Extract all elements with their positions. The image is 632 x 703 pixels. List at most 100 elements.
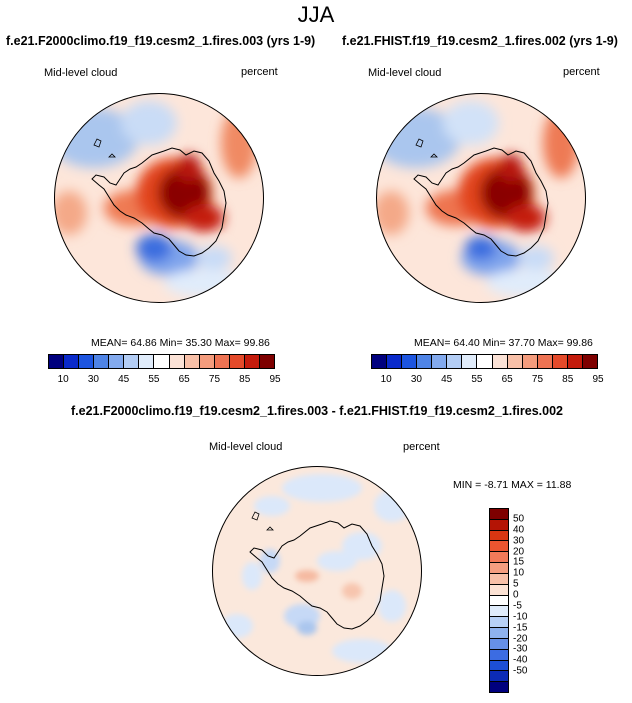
- colorbar-swatch: [567, 355, 583, 368]
- colorbar-swatch: [490, 595, 508, 607]
- colorbar-tick-label: 45: [118, 374, 130, 385]
- panel-1-title: f.e21.F2000climo.f19_f19.cesm2_1.fires.0…: [6, 34, 316, 48]
- colorbar-swatch: [214, 355, 230, 368]
- diff-title: f.e21.F2000climo.f19_f19.cesm2_1.fires.0…: [71, 404, 563, 418]
- colorbar-tick-label: 15: [513, 556, 525, 568]
- panel-1-left-label: Mid-level cloud: [44, 67, 118, 79]
- colorbar-swatch: [507, 355, 523, 368]
- diff-polar-map: [212, 466, 422, 676]
- field-contours: [221, 474, 410, 663]
- colorbar-tick-label: 5: [513, 578, 519, 590]
- colorbar-tick-label: 10: [380, 374, 392, 385]
- colorbar-swatch: [402, 355, 418, 368]
- colorbar-tick-label: -15: [513, 622, 528, 634]
- colorbar-swatch: [477, 355, 493, 368]
- panel-2-units-label: percent: [563, 66, 600, 78]
- colorbar-tick-label: 85: [562, 374, 574, 385]
- colorbar-swatch: [490, 584, 508, 596]
- colorbar-tick-label: -10: [513, 611, 528, 623]
- colorbar-swatch: [229, 355, 245, 368]
- colorbar-swatch: [64, 355, 80, 368]
- colorbar-tick-label: 10: [57, 374, 69, 385]
- antarctica-coastline: [413, 147, 549, 257]
- colorbar-tick-label: 55: [471, 374, 483, 385]
- map-border: [212, 466, 422, 676]
- colorbar-swatch: [490, 563, 508, 574]
- colorbar-swatch: [490, 530, 508, 542]
- colorbar-swatch: [537, 355, 553, 368]
- colorbar-swatch: [490, 682, 508, 693]
- colorbar-swatch: [372, 355, 388, 368]
- colorbar-swatch: [490, 638, 508, 650]
- colorbar-swatch: [244, 355, 260, 368]
- colorbar-swatch: [124, 355, 140, 368]
- panel-1-stats: MEAN= 64.86 Min= 35.30 Max= 99.86: [91, 337, 270, 349]
- colorbar-swatch: [552, 355, 568, 368]
- colorbar-swatch: [154, 355, 170, 368]
- colorbar-tick-label: -50: [513, 665, 528, 677]
- colorbar-tick-label: -30: [513, 643, 528, 655]
- colorbar-tick-label: -5: [513, 600, 522, 612]
- colorbar-swatch: [139, 355, 155, 368]
- colorbar-swatch: [184, 355, 200, 368]
- colorbar-tick-label: -40: [513, 654, 528, 666]
- colorbar-swatch: [199, 355, 215, 368]
- diff-colorbar-ticks: 50 40 30 20 15 10 5 0 -5 -10 -15 -20 -30 -40 -50: [513, 508, 543, 693]
- colorbar-swatch: [462, 355, 478, 368]
- panel-1-colorbar: [48, 354, 275, 369]
- panel-2-colorbar-ticks: 10 30 45 55 65 75 85 95: [371, 374, 604, 386]
- panel-1-polar-map: [54, 93, 264, 303]
- colorbar-tick-label: 45: [441, 374, 453, 385]
- colorbar-swatch: [259, 355, 274, 368]
- colorbar-swatch: [169, 355, 185, 368]
- antarctica-coastline: [249, 520, 385, 630]
- colorbar-tick-label: 75: [531, 374, 544, 385]
- panel-2-colorbar: [371, 354, 598, 369]
- panel-1-colorbar-ticks: 10 30 45 55 65 75 85 95: [48, 374, 281, 386]
- colorbar-swatch: [447, 355, 463, 368]
- colorbar-tick-label: 30: [513, 535, 525, 547]
- colorbar-tick-label: 40: [513, 524, 525, 536]
- diff-units-label: percent: [403, 441, 440, 453]
- colorbar-swatch: [490, 541, 508, 553]
- colorbar-swatch: [490, 671, 508, 683]
- colorbar-swatch: [490, 617, 508, 629]
- colorbar-tick-label: 30: [87, 374, 99, 385]
- colorbar-swatch: [582, 355, 597, 368]
- colorbar-swatch: [490, 660, 508, 672]
- colorbar-swatch: [490, 649, 508, 661]
- panel-2-title: f.e21.FHIST.f19_f19.cesm2_1.fires.002 (y…: [342, 34, 618, 48]
- colorbar-swatch: [490, 606, 508, 618]
- colorbar-tick-label: 20: [513, 546, 525, 558]
- colorbar-swatch: [79, 355, 95, 368]
- colorbar-swatch: [490, 519, 508, 531]
- colorbar-tick-label: -20: [513, 633, 528, 645]
- colorbar-swatch: [522, 355, 538, 368]
- season-title: JJA: [297, 2, 335, 27]
- colorbar-swatch: [490, 552, 508, 564]
- colorbar-tick-label: 50: [513, 513, 525, 525]
- colorbar-swatch: [490, 628, 508, 639]
- colorbar-tick-label: 30: [410, 374, 422, 385]
- islands-outline: [415, 138, 438, 158]
- colorbar-tick-label: 95: [269, 374, 281, 385]
- colorbar-tick-label: 85: [239, 374, 251, 385]
- diff-left-label: Mid-level cloud: [209, 441, 283, 453]
- colorbar-tick-label: 75: [208, 374, 221, 385]
- panel-1-units-label: percent: [241, 66, 278, 78]
- colorbar-tick-label: 55: [148, 374, 160, 385]
- map-border: [376, 93, 586, 303]
- islands-outline: [251, 511, 274, 531]
- panel-2-left-label: Mid-level cloud: [368, 67, 442, 79]
- colorbar-tick-label: 0: [513, 589, 519, 601]
- colorbar-swatch: [492, 355, 508, 368]
- colorbar-tick-label: 95: [592, 374, 604, 385]
- colorbar-swatch: [432, 355, 448, 368]
- colorbar-tick-label: 65: [501, 374, 513, 385]
- diff-colorbar: [489, 508, 509, 693]
- colorbar-swatch: [490, 573, 508, 585]
- colorbar-swatch: [94, 355, 110, 368]
- colorbar-swatch: [109, 355, 125, 368]
- panel-2-stats: MEAN= 64.40 Min= 37.70 Max= 99.86: [414, 337, 593, 349]
- colorbar-tick-label: 10: [513, 567, 525, 579]
